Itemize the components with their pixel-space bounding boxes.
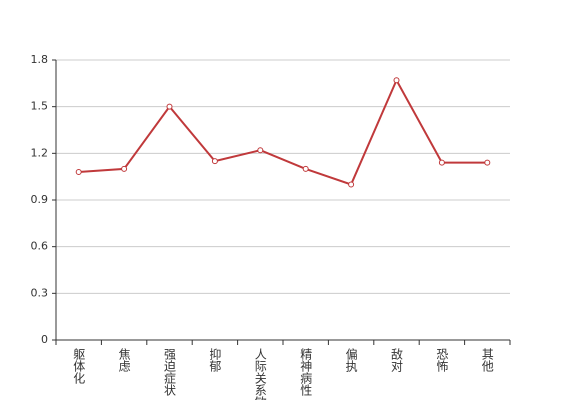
y-tick-label: 0 [41,333,48,346]
point [257,147,264,154]
y-tick-label: 1.5 [31,100,49,113]
x-tick-label: 人际关系敏感 [253,348,267,400]
point [438,159,445,166]
x-tick-label: 恐怖 [435,348,449,372]
y-tick-label: 1.2 [31,146,49,159]
x-tick-label: 精神病性 [299,348,313,397]
point [302,165,309,172]
y-tick-label: 1.8 [31,53,49,66]
x-tick-label: 敌对 [390,347,404,372]
y-tick-label: 0.9 [31,193,49,206]
x-tick-label: 强迫症状 [163,348,177,396]
x-tick-label: 焦虑 [117,348,131,372]
y-tick-label: 0.6 [31,240,49,253]
point [484,159,491,166]
x-tick-label: 其他 [480,348,494,372]
point [211,158,218,165]
x-tick-label: 躯体化 [72,347,86,385]
point [393,77,400,84]
point [75,169,82,175]
point [166,103,173,110]
point [348,181,355,188]
x-tick-label: 偏执 [344,347,358,373]
line [78,77,488,186]
point [121,165,128,172]
x-tick-label: 抑郁 [208,347,222,373]
y-tick-label: 0.3 [31,286,49,299]
